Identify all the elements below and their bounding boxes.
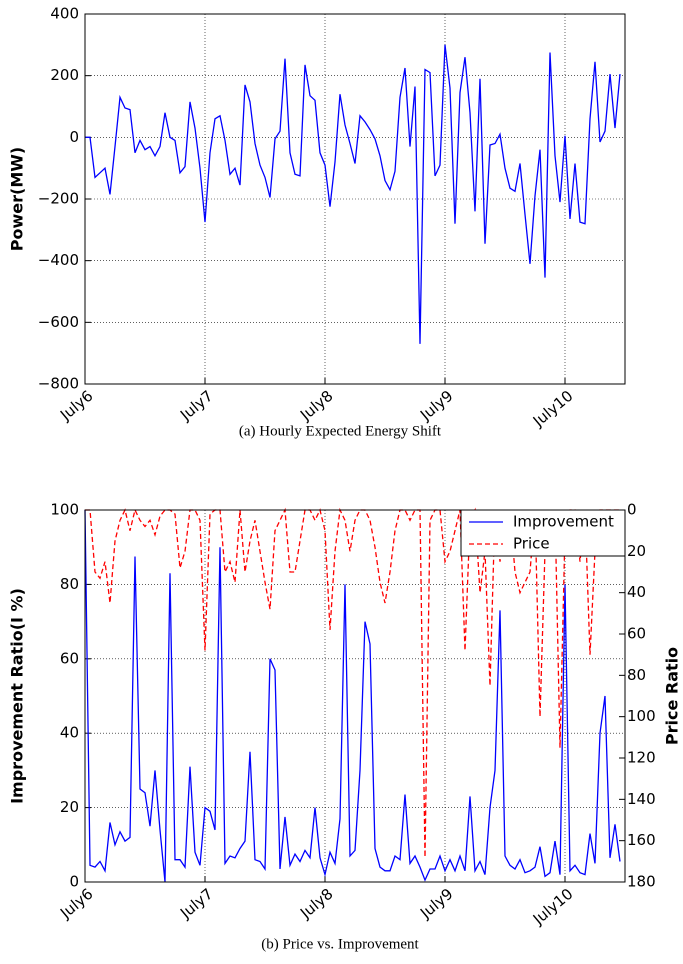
y-tick-label: 0: [69, 128, 79, 146]
data-line: [84, 509, 621, 883]
legend-box: [460, 509, 626, 557]
x-tick-label: July8: [296, 387, 336, 425]
x-tick-label: July7: [176, 885, 216, 923]
caption: (b) Price vs. Improvement: [261, 936, 419, 952]
y-tick-label: 20: [60, 798, 79, 816]
y2-tick-label: 180: [627, 873, 656, 891]
data-line: [85, 44, 621, 344]
y2-tick-label: 80: [627, 666, 646, 684]
y-tick-label: 400: [50, 5, 79, 23]
y2-tick-label: 0: [627, 501, 637, 519]
y-tick-label: 80: [60, 575, 79, 593]
y-axis-label: Improvement Ratio(I %): [8, 588, 27, 804]
y-tick-label: −200: [38, 190, 79, 208]
legend-label: Improvement: [513, 513, 614, 531]
y-tick-label: 200: [50, 66, 79, 84]
data-line: [85, 507, 620, 858]
y2-tick-label: 140: [627, 790, 656, 808]
plot-frame: [84, 509, 626, 883]
y2-tick-label: 160: [627, 831, 656, 849]
y-tick-label: −600: [38, 313, 79, 331]
y2-axis-label: Price Ratio: [663, 647, 682, 745]
y2-tick-label: 40: [627, 583, 646, 601]
y-tick-label: −800: [38, 375, 79, 393]
y-tick-label: 0: [69, 873, 79, 891]
legend-label: Price: [513, 535, 550, 553]
y2-tick-label: 100: [627, 707, 656, 725]
x-tick-label: July7: [176, 387, 216, 425]
x-tick-label: July10: [529, 387, 577, 431]
y-tick-label: 60: [60, 649, 79, 667]
y-tick-label: 40: [60, 724, 79, 742]
x-tick-label: July9: [416, 885, 456, 923]
caption: (a) Hourly Expected Energy Shift: [239, 423, 442, 439]
y-tick-label: −400: [38, 251, 79, 269]
y2-tick-label: 20: [627, 542, 646, 560]
plot-frame: [84, 13, 626, 385]
y-axis-label: Power(MW): [8, 147, 27, 251]
x-tick-label: July8: [296, 885, 336, 923]
x-tick-label: July9: [416, 387, 456, 425]
y-tick-label: 100: [50, 501, 79, 519]
y2-tick-label: 60: [627, 625, 646, 643]
y2-tick-label: 120: [627, 749, 656, 767]
x-tick-label: July10: [529, 885, 577, 929]
